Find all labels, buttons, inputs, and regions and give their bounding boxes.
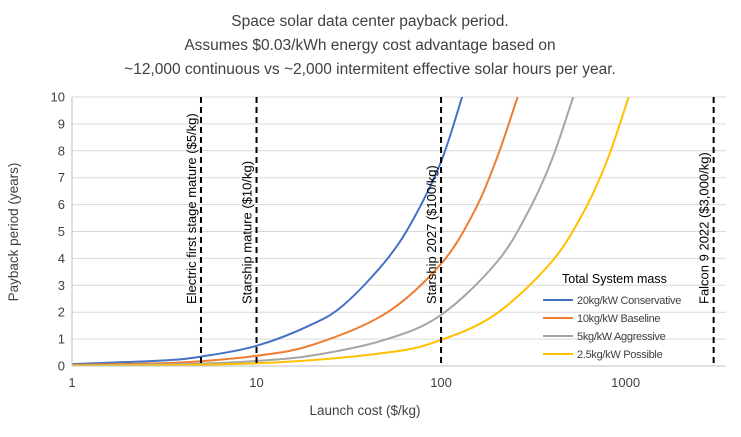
series-line-5kg-kw-aggressive (72, 97, 575, 366)
series-line-10kg-kw-baseline (72, 97, 519, 366)
x-tick-label-100: 100 (430, 375, 452, 390)
series-line-2-5kg-kw-possible (72, 97, 630, 366)
legend-label-5kg-kw-aggressive: 5kg/kW Aggressive (577, 331, 666, 343)
x-tick-label-1: 1 (68, 375, 75, 390)
chart-title-line-1: Space solar data center payback period. (231, 13, 508, 30)
y-gridlines (72, 96, 726, 340)
series-lines (72, 97, 630, 366)
reference-lines: Electric first stage mature ($5/kg) Stars… (184, 97, 715, 366)
y-tick-label-6: 6 (58, 197, 65, 212)
y-tick-label-0: 0 (58, 359, 65, 374)
series-line-20kg-kw-conservative (72, 97, 464, 366)
legend-label-20kg-kw-conservative: 20kg/kW Conservative (577, 295, 681, 307)
y-axis-title: Payback period (years) (6, 163, 21, 302)
legend: Total System mass 20kg/kW Conservative 10… (543, 272, 682, 361)
reference-label-10: Starship mature ($10/kg) (240, 161, 255, 304)
y-tick-label-2: 2 (58, 305, 65, 320)
y-tick-label-8: 8 (58, 143, 65, 158)
legend-label-10kg-kw-baseline: 10kg/kW Baseline (577, 313, 660, 325)
chart-title-line-3: ~12,000 continuous vs ~2,000 intermitent… (124, 61, 616, 78)
x-axis-title: Launch cost ($/kg) (309, 403, 420, 418)
y-tick-labels: 0 1 2 3 4 5 6 7 8 9 10 (51, 90, 65, 374)
y-tick-label-1: 1 (58, 332, 65, 347)
y-tick-label-3: 3 (58, 278, 65, 293)
reference-label-3000: Falcon 9 2022 ($3,000/kg) (697, 152, 712, 304)
y-tick-label-4: 4 (58, 251, 65, 266)
axes (71, 97, 726, 367)
reference-label-100: Starship 2027 ($100/kg) (424, 165, 439, 304)
reference-label-5: Electric first stage mature ($5/kg) (184, 113, 199, 304)
y-tick-label-10: 10 (51, 90, 65, 105)
x-tick-labels: 1 10 100 1000 (68, 375, 640, 390)
y-tick-label-5: 5 (58, 224, 65, 239)
x-tick-label-1000: 1000 (611, 375, 640, 390)
legend-title: Total System mass (562, 272, 667, 286)
x-tick-label-10: 10 (249, 375, 263, 390)
y-tick-label-7: 7 (58, 170, 65, 185)
chart-title: Space solar data center payback period. … (124, 13, 616, 78)
chart-title-line-2: Assumes $0.03/kWh energy cost advantage … (184, 37, 555, 54)
legend-label-2-5kg-kw-possible: 2.5kg/kW Possible (577, 349, 663, 361)
y-tick-label-9: 9 (58, 116, 65, 131)
